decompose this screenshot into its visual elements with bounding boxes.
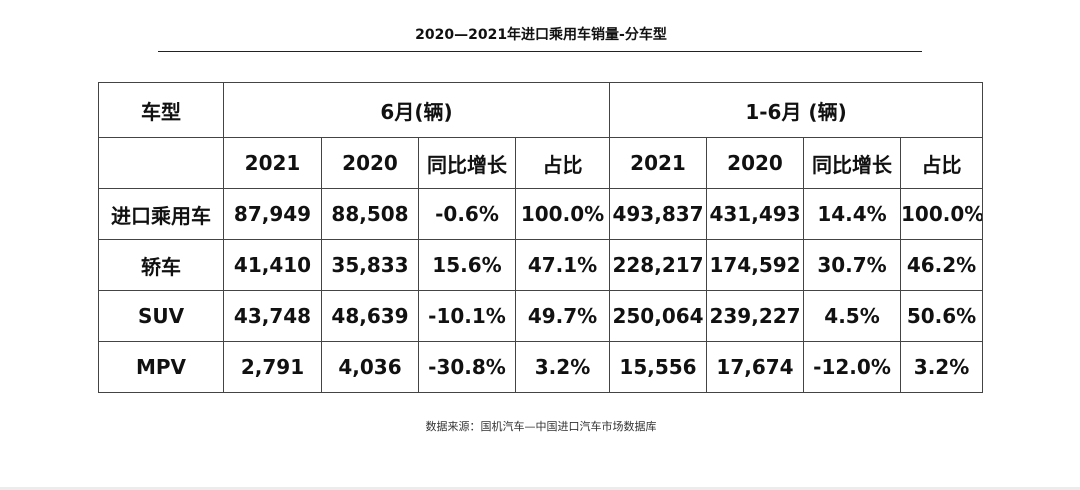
table-cell: -30.8% xyxy=(418,341,516,393)
table-cell: 88,508 xyxy=(321,188,419,240)
table-cell: 100.0% xyxy=(900,188,984,240)
table-cell: 35,833 xyxy=(321,239,419,291)
table-cell: 15,556 xyxy=(609,341,708,393)
header-row-columns: 2021 2020 同比增长 占比 2021 2020 同比增长 占比 xyxy=(98,137,984,189)
table-title: 2020—2021年进口乘用车销量-分车型 xyxy=(415,27,667,43)
table-cell: -0.6% xyxy=(418,188,516,240)
row-label: SUV xyxy=(98,290,224,342)
table-cell: 250,064 xyxy=(609,290,708,342)
table-cell: 15.6% xyxy=(418,239,516,291)
table-cell: 4,036 xyxy=(321,341,419,393)
table-cell: 493,837 xyxy=(609,188,708,240)
model-header-cell: 车型 xyxy=(98,82,224,138)
group-header-june: 6月(辆) xyxy=(222,82,611,138)
row-label: 进口乘用车 xyxy=(98,188,224,240)
table-row: SUV 43,748 48,639 -10.1% 49.7% 250,064 2… xyxy=(98,290,984,342)
sales-table: 车型 6月(辆) 1-6月 (辆) 2021 2020 同比增长 占比 2021… xyxy=(98,82,984,393)
table-row: 轿车 41,410 35,833 15.6% 47.1% 228,217 174… xyxy=(98,239,984,291)
group-header-h1: 1-6月 (辆) xyxy=(609,82,984,138)
table-cell: 174,592 xyxy=(706,239,805,291)
column-header: 2020 xyxy=(706,137,805,189)
table-row: 进口乘用车 87,949 88,508 -0.6% 100.0% 493,837… xyxy=(98,188,984,240)
header-row-groups: 车型 6月(辆) 1-6月 (辆) xyxy=(98,82,984,138)
empty-header-cell xyxy=(98,137,224,189)
table-cell: 228,217 xyxy=(609,239,708,291)
table-cell: -10.1% xyxy=(418,290,516,342)
table-cell: 3.2% xyxy=(514,341,611,393)
table-cell: 3.2% xyxy=(900,341,984,393)
table-cell: 2,791 xyxy=(223,341,322,393)
table-cell: 17,674 xyxy=(706,341,805,393)
row-label: 轿车 xyxy=(98,239,224,291)
column-header: 2021 xyxy=(223,137,322,189)
table-cell: 239,227 xyxy=(706,290,805,342)
table-cell: -12.0% xyxy=(803,341,902,393)
title-underline xyxy=(158,51,922,52)
table-cell: 46.2% xyxy=(900,239,984,291)
column-header: 2021 xyxy=(609,137,708,189)
table-cell: 41,410 xyxy=(223,239,322,291)
table-cell: 4.5% xyxy=(803,290,902,342)
column-header: 占比 xyxy=(900,137,984,189)
table-row: MPV 2,791 4,036 -30.8% 3.2% 15,556 17,67… xyxy=(98,341,984,393)
table-cell: 48,639 xyxy=(321,290,419,342)
table-cell: 87,949 xyxy=(223,188,322,240)
column-header: 2020 xyxy=(321,137,419,189)
table-cell: 100.0% xyxy=(514,188,611,240)
source-note: 数据来源：国机汽车—中国进口汽车市场数据库 xyxy=(425,420,657,433)
table-cell: 431,493 xyxy=(706,188,805,240)
table-cell: 14.4% xyxy=(803,188,902,240)
row-label: MPV xyxy=(98,341,224,393)
page-bottom-edge xyxy=(0,487,1080,490)
column-header: 同比增长 xyxy=(803,137,902,189)
column-header: 占比 xyxy=(514,137,611,189)
table-cell: 30.7% xyxy=(803,239,902,291)
column-header: 同比增长 xyxy=(418,137,516,189)
table-cell: 47.1% xyxy=(514,239,611,291)
table-cell: 43,748 xyxy=(223,290,322,342)
table-cell: 49.7% xyxy=(514,290,611,342)
table-cell: 50.6% xyxy=(900,290,984,342)
